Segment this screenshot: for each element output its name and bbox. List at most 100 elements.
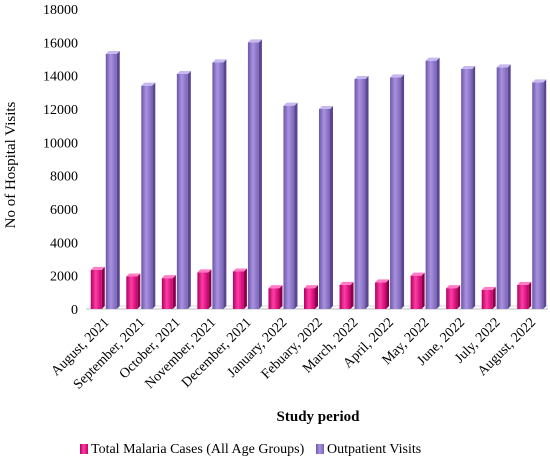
legend: Total Malaria Cases (All Age Groups) Outp… — [80, 442, 421, 457]
bar-top-face — [496, 64, 511, 68]
bar-top-face — [375, 279, 390, 283]
x-axis-title: Study period — [277, 409, 361, 425]
bar-front-face — [126, 276, 138, 309]
y-tick-label: 18000 — [43, 3, 78, 18]
bar-outpatient — [283, 102, 298, 310]
legend-swatch — [80, 444, 88, 454]
bar-malaria — [375, 279, 390, 309]
bar-side-face — [243, 268, 247, 309]
bar-front-face — [481, 289, 493, 309]
bar-front-face — [197, 272, 209, 309]
bar-front-face — [410, 275, 422, 309]
bar-malaria — [481, 286, 496, 309]
bar-malaria — [410, 272, 425, 309]
y-axis-title: No of Hospital Visits — [3, 101, 19, 228]
bar-malaria — [304, 285, 318, 309]
bar-top-face — [283, 102, 298, 106]
bar-top-face — [268, 285, 283, 289]
y-tick-label: 14000 — [43, 70, 78, 85]
bar-side-face — [116, 51, 120, 309]
bar-outpatient — [247, 39, 262, 309]
bars — [90, 39, 547, 310]
bar-front-face — [161, 278, 173, 309]
bar-front-face — [496, 67, 508, 309]
y-tick-label: 2000 — [50, 270, 78, 285]
bar-front-face — [176, 74, 188, 309]
bar-side-face — [172, 275, 176, 309]
bar-front-face — [446, 288, 458, 309]
bar-side-face — [330, 106, 333, 309]
legend-swatch — [316, 444, 324, 454]
bar-malaria — [268, 285, 283, 309]
bar-top-face — [232, 268, 247, 272]
bar-side-face — [365, 76, 369, 309]
bar-front-face — [390, 77, 402, 309]
y-tick-label: 16000 — [43, 36, 78, 51]
bar-top-face — [517, 281, 532, 285]
bar-outpatient — [354, 76, 369, 309]
bar-top-face — [532, 79, 547, 83]
bar-top-face — [446, 285, 461, 289]
y-tick-label: 4000 — [50, 236, 78, 251]
bar-malaria — [126, 273, 141, 309]
bar-top-face — [161, 275, 176, 279]
bar-side-face — [543, 79, 547, 309]
legend-item: Outpatient Visits — [316, 442, 421, 457]
bar-top-face — [90, 266, 105, 270]
bar-top-face — [319, 106, 333, 109]
y-tick-label: 8000 — [50, 170, 78, 185]
bar-front-face — [212, 62, 224, 310]
bar-front-face — [375, 282, 387, 309]
bar-front-face — [461, 69, 473, 309]
legend-label: Total Malaria Cases (All Age Groups) — [91, 442, 305, 457]
bar-outpatient — [461, 66, 476, 309]
bar-malaria — [517, 281, 532, 309]
bar-side-face — [386, 279, 390, 309]
legend-label: Outpatient Visits — [327, 442, 421, 457]
bar-outpatient — [496, 64, 511, 309]
bar-front-face — [105, 54, 117, 309]
bar-outpatient — [176, 71, 191, 309]
bar-top-face — [390, 74, 405, 78]
bar-outpatient — [212, 59, 227, 310]
bar-top-face — [304, 285, 318, 289]
bar-front-face — [247, 42, 259, 309]
bar-top-face — [105, 51, 120, 54]
bar-side-face — [152, 82, 156, 310]
bar-top-face — [461, 66, 476, 69]
bar-top-face — [212, 59, 227, 63]
bar-top-face — [339, 281, 354, 285]
bar-side-face — [101, 266, 105, 309]
bar-top-face — [425, 57, 440, 61]
bar-front-face — [232, 271, 244, 309]
bar-top-face — [354, 76, 369, 79]
bar-outpatient — [425, 57, 440, 309]
bar-malaria — [90, 266, 105, 309]
bar-side-face — [137, 273, 141, 309]
bar-side-face — [528, 281, 532, 309]
bar-side-face — [436, 57, 440, 309]
bar-side-face — [258, 39, 262, 309]
bar-outpatient — [319, 106, 333, 309]
bar-side-face — [223, 59, 227, 310]
bar-top-face — [481, 286, 496, 290]
bar-malaria — [232, 268, 247, 309]
bar-side-face — [315, 285, 318, 309]
bar-side-face — [492, 286, 496, 309]
bar-malaria — [446, 285, 461, 309]
y-tick-label: 12000 — [43, 103, 78, 118]
bar-side-face — [472, 66, 476, 309]
bar-side-face — [401, 74, 405, 309]
bar-front-face — [339, 284, 351, 309]
bar-top-face — [247, 39, 262, 43]
bar-outpatient — [390, 74, 405, 309]
bar-side-face — [279, 285, 283, 309]
bar-top-face — [176, 71, 191, 74]
bar-front-face — [517, 284, 529, 309]
bar-outpatient — [105, 51, 120, 309]
bar-top-face — [126, 273, 141, 277]
bar-side-face — [457, 285, 461, 309]
bar-malaria — [339, 281, 354, 309]
